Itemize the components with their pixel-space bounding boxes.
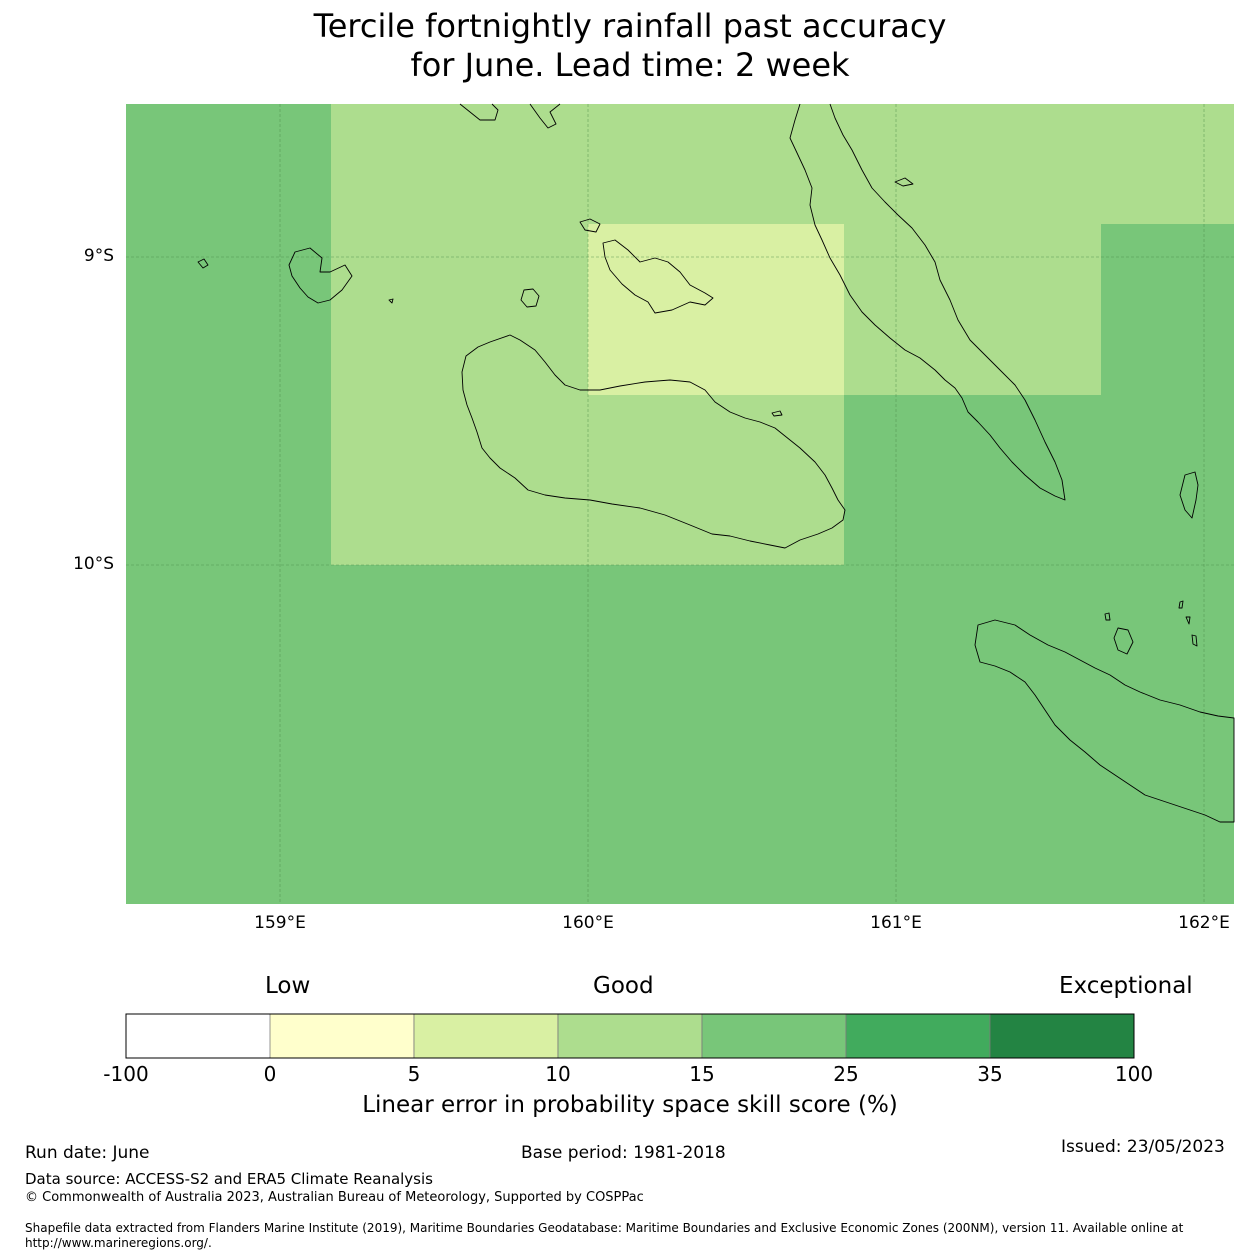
colorbar-tick: 5 <box>407 1062 421 1086</box>
island-russell <box>288 247 353 304</box>
island-north <box>459 103 499 121</box>
colorbar-tick: 15 <box>689 1062 715 1086</box>
island-small <box>1104 612 1111 621</box>
colorbar-tick: 25 <box>833 1062 859 1086</box>
colorbar-category-exceptional: Exceptional <box>1059 973 1193 999</box>
lon-label: 160°E <box>562 913 614 933</box>
island-guadalcanal <box>461 334 846 549</box>
colorbar <box>125 1013 1135 1059</box>
colorbar-swatch <box>557 1013 703 1059</box>
lon-label: 159°E <box>254 913 306 933</box>
run-date: Run date: June <box>25 1143 150 1163</box>
copyright: © Commonwealth of Australia 2023, Austra… <box>25 1190 644 1205</box>
island-small <box>1178 600 1184 609</box>
colorbar-category-good: Good <box>593 973 654 999</box>
colorbar-swatch <box>413 1013 559 1059</box>
island-savo <box>520 288 540 308</box>
skill-cell <box>844 104 1101 395</box>
colorbar-tick: 10 <box>545 1062 571 1086</box>
island-small <box>1185 616 1191 625</box>
gridlines <box>126 104 1234 904</box>
colorbar-label: Linear error in probability space skill … <box>362 1092 898 1118</box>
shapefile-credit: Shapefile data extracted from Flanders M… <box>25 1221 1184 1250</box>
lat-label: 9°S <box>83 246 114 266</box>
map-title-line-2: for June. Lead time: 2 week <box>410 46 850 84</box>
island-east <box>1179 471 1199 519</box>
skill-cell <box>1101 104 1234 224</box>
colorbar-tick: -100 <box>103 1062 149 1086</box>
issued-date: Issued: 23/05/2023 <box>1061 1137 1225 1157</box>
colorbar-category-low: Low <box>265 973 311 999</box>
coastlines <box>197 103 1235 823</box>
colorbar-swatch <box>989 1013 1135 1059</box>
lon-label: 162°E <box>1178 913 1230 933</box>
skill-cell <box>588 224 844 395</box>
island-small <box>1191 634 1198 647</box>
colorbar-tick: 100 <box>1114 1062 1154 1086</box>
island-florida <box>602 239 714 314</box>
data-source: Data source: ACCESS-S2 and ERA5 Climate … <box>25 1170 433 1188</box>
island-ulawa <box>1113 627 1134 655</box>
lon-label: 161°E <box>870 913 922 933</box>
island-small <box>771 410 783 417</box>
base-period: Base period: 1981-2018 <box>521 1143 726 1163</box>
colorbar-swatch <box>845 1013 991 1059</box>
island-makira <box>974 619 1235 823</box>
map-title-line-1: Tercile fortnightly rainfall past accura… <box>313 7 947 45</box>
island-small <box>197 258 209 269</box>
colorbar-swatch <box>126 1014 270 1058</box>
lat-label: 10°S <box>73 554 114 574</box>
island-malaita <box>789 103 1066 501</box>
colorbar-tick: 0 <box>263 1062 277 1086</box>
island-north <box>529 103 561 129</box>
island-small <box>388 298 394 304</box>
island-small <box>894 177 914 187</box>
colorbar-swatch <box>701 1013 847 1059</box>
colorbar-swatch <box>269 1013 415 1059</box>
colorbar-tick: 35 <box>977 1062 1003 1086</box>
island-small <box>579 218 601 233</box>
